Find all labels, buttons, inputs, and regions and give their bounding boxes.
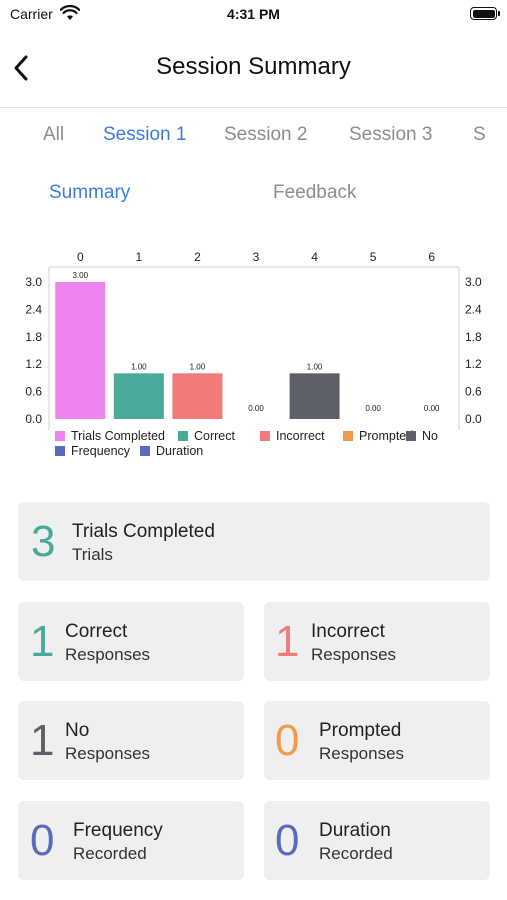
trials-count: 3 xyxy=(31,517,56,566)
y-tick-label-right: 1.2 xyxy=(465,357,482,371)
y-tick-label-right: 0.0 xyxy=(465,412,482,426)
duration-title: Duration xyxy=(319,820,391,841)
correct-subtitle: Responses xyxy=(65,645,151,664)
tab-session-next[interactable]: S xyxy=(473,124,486,145)
chart-bar xyxy=(113,373,164,419)
incorrect-count: 1 xyxy=(275,617,300,666)
legend-label: Prompted xyxy=(359,429,413,443)
x-tick-label: 2 xyxy=(194,250,201,264)
prompted-count: 0 xyxy=(275,716,300,765)
bar-value-label: 3.00 xyxy=(72,271,88,280)
view-tabs: Summary Feedback xyxy=(0,170,507,216)
legend-label: Trials Completed xyxy=(71,429,165,443)
no-title: No xyxy=(65,720,90,741)
legend-swatch xyxy=(178,431,188,441)
trials-completed-card[interactable]: 3 Trials Completed Trials xyxy=(18,502,490,581)
legend-swatch xyxy=(140,446,150,456)
correct-title: Correct xyxy=(65,621,128,642)
page-title: Session Summary xyxy=(156,53,351,80)
legend-swatch xyxy=(406,431,416,441)
status-bar: Carrier 4:31 PM xyxy=(0,0,507,28)
correct-card[interactable]: 1 Correct Responses xyxy=(18,602,244,681)
frequency-title: Frequency xyxy=(73,820,163,841)
legend-label: Correct xyxy=(194,429,236,443)
legend-label: Incorrect xyxy=(276,429,325,443)
trials-subtitle: Trials xyxy=(72,545,113,564)
prompted-card[interactable]: 0 Prompted Responses xyxy=(264,701,490,780)
legend-label: Frequency xyxy=(71,444,131,458)
chevron-left-icon xyxy=(14,55,28,81)
bar-value-label: 0.00 xyxy=(365,404,381,413)
clock: 4:31 PM xyxy=(227,6,280,22)
x-tick-label: 0 xyxy=(77,250,84,264)
tab-session-2[interactable]: Session 2 xyxy=(224,124,308,145)
frequency-subtitle: Recorded xyxy=(73,844,147,863)
legend-label: Duration xyxy=(156,444,203,458)
frequency-card[interactable]: 0 Frequency Recorded xyxy=(18,801,244,880)
incorrect-card[interactable]: 1 Incorrect Responses xyxy=(264,602,490,681)
legend-swatch xyxy=(55,446,65,456)
legend-label: No xyxy=(422,429,438,443)
x-tick-label: 4 xyxy=(311,250,318,264)
duration-count: 0 xyxy=(275,816,300,865)
legend-swatch xyxy=(55,431,65,441)
no-subtitle: Responses xyxy=(65,744,151,763)
y-tick-label-left: 3.0 xyxy=(25,275,42,289)
tab-feedback[interactable]: Feedback xyxy=(273,182,357,203)
no-count: 1 xyxy=(30,716,55,765)
bar-value-label: 0.00 xyxy=(424,404,440,413)
y-tick-label-right: 2.4 xyxy=(465,302,482,316)
trials-title: Trials Completed xyxy=(72,521,215,542)
bar-value-label: 0.00 xyxy=(248,404,264,413)
x-tick-label: 5 xyxy=(370,250,377,264)
back-button[interactable] xyxy=(6,50,36,86)
duration-card[interactable]: 0 Duration Recorded xyxy=(264,801,490,880)
y-tick-label-right: 3.0 xyxy=(465,275,482,289)
prompted-title: Prompted xyxy=(319,720,402,741)
tab-session-1[interactable]: Session 1 xyxy=(103,124,187,145)
chart-canvas: 3.0 3.02.4 2.41.8 1.81.2 1.20.6 0.60.0 0.003.0… xyxy=(25,250,482,458)
frequency-count: 0 xyxy=(30,816,55,865)
y-tick-label-left: 1.2 xyxy=(25,357,42,371)
tab-session-3[interactable]: Session 3 xyxy=(349,124,433,145)
wifi-icon xyxy=(59,4,81,26)
tab-summary[interactable]: Summary xyxy=(49,182,131,203)
session-tabs: All Session 1 Session 2 Session 3 S xyxy=(0,108,507,160)
battery-icon xyxy=(470,7,500,20)
tab-all[interactable]: All xyxy=(43,124,65,145)
legend-swatch xyxy=(260,431,270,441)
y-tick-label-right: 1.8 xyxy=(465,330,482,344)
session-bar-chart: 3.0 3.0 2.4 2.4 1.8 1.8 1.2 1.2 0.6 0.6 0.0 0.0 0 3.0… xyxy=(0,240,507,470)
prompted-subtitle: Responses xyxy=(319,744,405,763)
incorrect-subtitle: Responses xyxy=(311,645,397,664)
legend-swatch xyxy=(343,431,353,441)
incorrect-title: Incorrect xyxy=(311,621,385,642)
bar-value-label: 1.00 xyxy=(307,362,323,371)
duration-subtitle: Recorded xyxy=(319,844,393,863)
y-tick-label-left: 0.0 xyxy=(25,412,42,426)
no-response-card[interactable]: 1 No Responses xyxy=(18,701,244,780)
y-tick-label-left: 0.6 xyxy=(25,385,42,399)
chart-bar xyxy=(55,282,106,419)
x-tick-label: 3 xyxy=(253,250,260,264)
y-tick-label-left: 1.8 xyxy=(25,330,42,344)
chart-bar xyxy=(172,373,223,419)
x-tick-label: 6 xyxy=(428,250,435,264)
x-tick-label: 1 xyxy=(136,250,143,264)
chart-bar xyxy=(289,373,340,419)
y-tick-label-left: 2.4 xyxy=(25,302,42,316)
navigation-bar: Session Summary xyxy=(0,28,507,108)
bar-value-label: 1.00 xyxy=(190,362,206,371)
y-tick-label-right: 0.6 xyxy=(465,385,482,399)
carrier-label: Carrier xyxy=(10,6,53,22)
correct-count: 1 xyxy=(30,617,55,666)
bar-value-label: 1.00 xyxy=(131,362,147,371)
